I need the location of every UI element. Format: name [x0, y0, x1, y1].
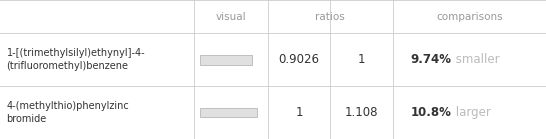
Text: larger: larger: [452, 106, 491, 119]
Text: 1: 1: [295, 106, 302, 119]
Text: 9.74%: 9.74%: [410, 53, 451, 66]
Bar: [200, 108, 257, 117]
Text: 0.9026: 0.9026: [278, 53, 319, 66]
Text: comparisons: comparisons: [436, 12, 503, 22]
Text: visual: visual: [215, 12, 246, 22]
Text: smaller: smaller: [452, 53, 500, 66]
Text: 4-(methylthio)phenylzinc
bromide: 4-(methylthio)phenylzinc bromide: [7, 101, 129, 124]
Text: 1.108: 1.108: [345, 106, 378, 119]
Text: 1: 1: [358, 53, 365, 66]
Bar: [200, 55, 252, 64]
Text: 10.8%: 10.8%: [411, 106, 451, 119]
Text: ratios: ratios: [316, 12, 345, 22]
Text: 1-[(trimethylsilyl)ethynyl]-4-
(trifluoromethyl)benzene: 1-[(trimethylsilyl)ethynyl]-4- (trifluor…: [7, 48, 145, 71]
